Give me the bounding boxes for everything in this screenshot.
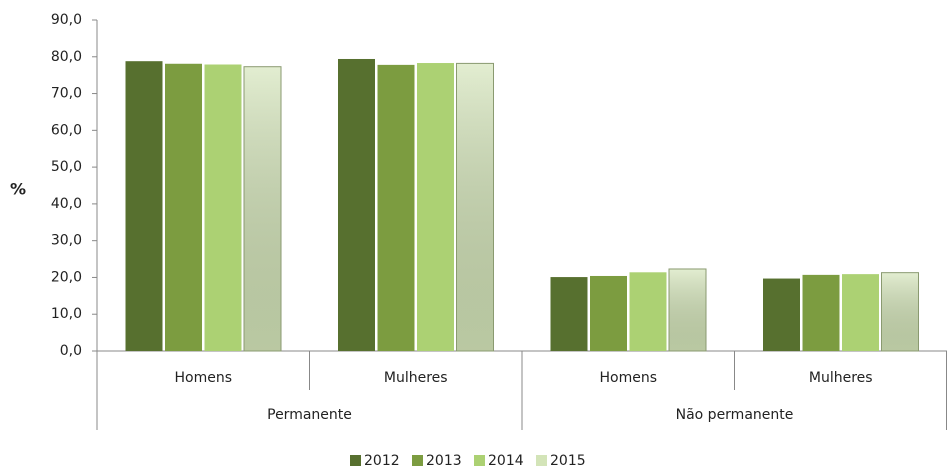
bar-shine [881, 272, 919, 352]
legend-label: 2013 [426, 453, 462, 469]
legend-swatch [412, 455, 423, 466]
legend-swatch [536, 455, 547, 466]
y-tick-label: 80,0 [51, 49, 82, 65]
group-label: Permanente [267, 407, 352, 423]
bar [338, 58, 375, 352]
bar [763, 278, 800, 351]
x-tick-label: Mulheres [809, 370, 873, 386]
bar [204, 64, 242, 352]
y-tick-label: 30,0 [51, 233, 82, 249]
y-tick-label: 90,0 [51, 12, 82, 28]
bar [802, 274, 840, 351]
x-tick-label: Homens [599, 370, 657, 386]
bar [550, 277, 588, 351]
y-tick-label: 40,0 [51, 196, 82, 212]
y-tick-label: 0,0 [60, 343, 82, 359]
y-tick-label: 50,0 [51, 159, 82, 175]
bar [125, 61, 163, 352]
bar [842, 274, 879, 351]
x-tick-label: Homens [174, 370, 232, 386]
y-tick-label: 20,0 [51, 269, 82, 285]
bar [629, 272, 667, 351]
legend-swatch [350, 455, 361, 466]
bar [165, 63, 202, 351]
bar [417, 63, 454, 351]
bar [377, 64, 415, 351]
x-tick-label: Mulheres [384, 370, 448, 386]
legend-label: 2014 [488, 453, 524, 469]
y-tick-label: 60,0 [51, 122, 82, 138]
bar-shine [243, 66, 282, 352]
bar [590, 275, 627, 351]
y-tick-label: 70,0 [51, 86, 82, 102]
y-tick-label: 10,0 [51, 306, 82, 322]
legend-label: 2012 [364, 453, 400, 469]
bar-shine [456, 62, 494, 352]
legend-swatch [474, 455, 485, 466]
y-axis-label: % [10, 180, 26, 199]
bar-shine [668, 268, 707, 352]
group-label: Não permanente [676, 407, 794, 423]
legend-label: 2015 [550, 453, 586, 469]
